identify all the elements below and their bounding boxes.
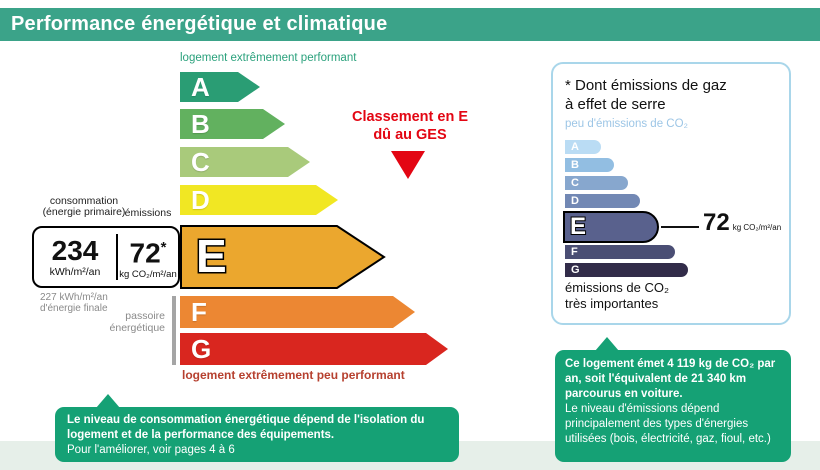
grade-letter: B bbox=[191, 109, 210, 139]
tooltip-text-bold: Ce logement émet 4 119 kg de CO₂ par an,… bbox=[565, 358, 776, 400]
grade-letter: G bbox=[571, 263, 580, 276]
final-energy-label: 227 kWh/m²/an d'énergie finale bbox=[40, 292, 108, 314]
ges-value-number: 72 bbox=[703, 209, 730, 236]
classement-callout: Classement en E dû au GES bbox=[351, 109, 469, 143]
ges-low-label: peu d'émissions de CO₂ bbox=[565, 118, 688, 130]
energy-scale-best-label: logement extrêmement performant bbox=[180, 52, 357, 64]
ges-bar-c: C bbox=[565, 176, 628, 190]
ges-tooltip: Ce logement émet 4 119 kg de CO₂ par an,… bbox=[555, 337, 791, 462]
emissions-value: 72* bbox=[129, 237, 167, 269]
grade-letter-e: E bbox=[195, 230, 229, 282]
ges-panel-title: * Dont émissions de gaz à effet de serre bbox=[565, 77, 727, 113]
ges-value-connector-line bbox=[661, 226, 699, 228]
ges-bar-f: F bbox=[565, 245, 675, 259]
grade-letter: D bbox=[191, 185, 210, 215]
emissions-cell: 72* kg CO₂/m²/an bbox=[118, 228, 178, 286]
grade-letter: A bbox=[191, 72, 210, 102]
consumption-column-header: consommation (énergie primaire) bbox=[42, 195, 126, 218]
tooltip-text-bold: Le niveau de consommation énergétique dé… bbox=[67, 414, 425, 441]
ges-bar-a: A bbox=[565, 140, 601, 154]
tooltip-text: Pour l'améliorer, voir pages 4 à 6 bbox=[67, 444, 235, 456]
energy-bar-d: D bbox=[180, 185, 338, 215]
energy-bar-f: F bbox=[180, 296, 415, 328]
energy-bar-a: A bbox=[180, 72, 260, 102]
ges-bar-d: D bbox=[565, 194, 640, 208]
grade-letter: F bbox=[191, 297, 207, 327]
asterisk: * bbox=[160, 239, 167, 257]
grade-letter: A bbox=[571, 140, 579, 153]
ges-bar-g: G bbox=[565, 263, 688, 277]
energy-bar-b: B bbox=[180, 109, 285, 139]
consumption-value: 234 bbox=[51, 234, 99, 266]
consumption-unit: kWh/m²/an bbox=[49, 265, 101, 278]
grade-letter: G bbox=[191, 334, 212, 364]
ges-value: 72 kg CO₂/m²/an bbox=[703, 211, 781, 235]
sieve-bracket-bar bbox=[172, 296, 176, 365]
energy-sieve-label: passoire énergétique bbox=[109, 310, 165, 334]
grade-letter: C bbox=[571, 176, 579, 189]
divider bbox=[116, 234, 118, 280]
emissions-column-header: émissions bbox=[124, 207, 172, 219]
page-title: Performance énergétique et climatique bbox=[11, 13, 388, 35]
energy-bar-c: C bbox=[180, 147, 310, 177]
energy-bar-g: G bbox=[180, 333, 448, 365]
grade-letter: B bbox=[571, 158, 579, 171]
grade-letter: D bbox=[571, 194, 579, 207]
rating-value-box: 234 kWh/m²/an 72* kg CO₂/m²/an bbox=[32, 226, 180, 288]
tooltip-pointer-icon bbox=[96, 394, 120, 408]
page-header: Performance énergétique et climatique bbox=[0, 8, 820, 41]
classement-arrow-down-icon bbox=[391, 151, 425, 179]
energy-tooltip: Le niveau de consommation énergétique dé… bbox=[55, 394, 459, 462]
grade-letter: C bbox=[191, 147, 210, 177]
grade-letter: F bbox=[571, 245, 578, 258]
grade-letter-e: E bbox=[569, 213, 587, 240]
tooltip-text: Le niveau d'émissions dépend principalem… bbox=[565, 403, 771, 445]
ges-high-label: émissions de CO₂ très importantes bbox=[565, 280, 670, 311]
tooltip-pointer-icon bbox=[595, 337, 619, 351]
ges-value-unit: kg CO₂/m²/an bbox=[732, 223, 782, 232]
ges-bar-e-current: E bbox=[563, 211, 659, 243]
ges-bar-b: B bbox=[565, 158, 614, 172]
consumption-cell: 234 kWh/m²/an bbox=[34, 228, 116, 286]
energy-scale-worst-label: logement extrêmement peu performant bbox=[182, 368, 405, 382]
energy-bar-e-current bbox=[180, 225, 386, 289]
emissions-unit: kg CO₂/m²/an bbox=[119, 268, 177, 280]
ges-panel bbox=[551, 62, 791, 325]
